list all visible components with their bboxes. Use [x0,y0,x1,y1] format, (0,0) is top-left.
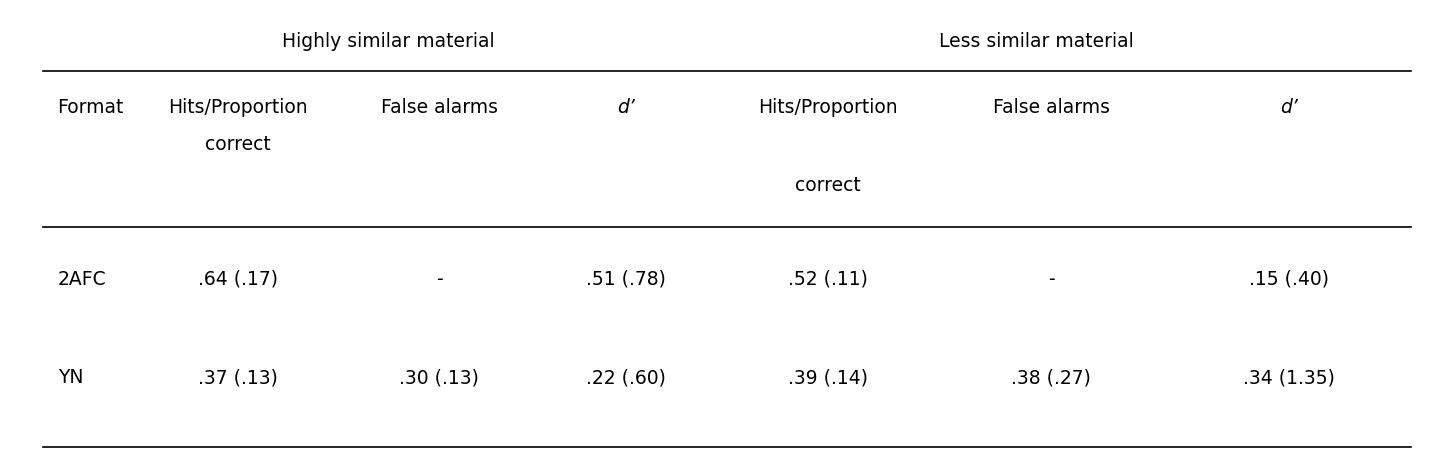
Text: .37 (.13): .37 (.13) [197,368,278,387]
Text: correct: correct [204,135,271,154]
Text: False alarms: False alarms [380,98,498,117]
Text: False alarms: False alarms [992,98,1110,117]
Text: .38 (.27): .38 (.27) [1011,368,1092,387]
Text: .51 (.78): .51 (.78) [586,270,667,289]
Text: Highly similar material: Highly similar material [282,32,495,51]
Text: d’: d’ [1280,98,1297,117]
Text: correct: correct [795,176,861,195]
Text: -: - [436,270,442,289]
Text: .30 (.13): .30 (.13) [399,368,480,387]
Text: Less similar material: Less similar material [939,32,1135,51]
Text: d’: d’ [618,98,635,117]
Text: .64 (.17): .64 (.17) [197,270,278,289]
Text: Format: Format [58,98,124,117]
Text: .22 (.60): .22 (.60) [586,368,667,387]
Text: .39 (.14): .39 (.14) [788,368,868,387]
Text: 2AFC: 2AFC [58,270,107,289]
Text: YN: YN [58,368,84,387]
Text: -: - [1048,270,1054,289]
Text: .52 (.11): .52 (.11) [788,270,868,289]
Text: Hits/Proportion: Hits/Proportion [168,98,307,117]
Text: Hits/Proportion: Hits/Proportion [759,98,897,117]
Text: .15 (.40): .15 (.40) [1248,270,1329,289]
Text: .34 (1.35): .34 (1.35) [1243,368,1335,387]
